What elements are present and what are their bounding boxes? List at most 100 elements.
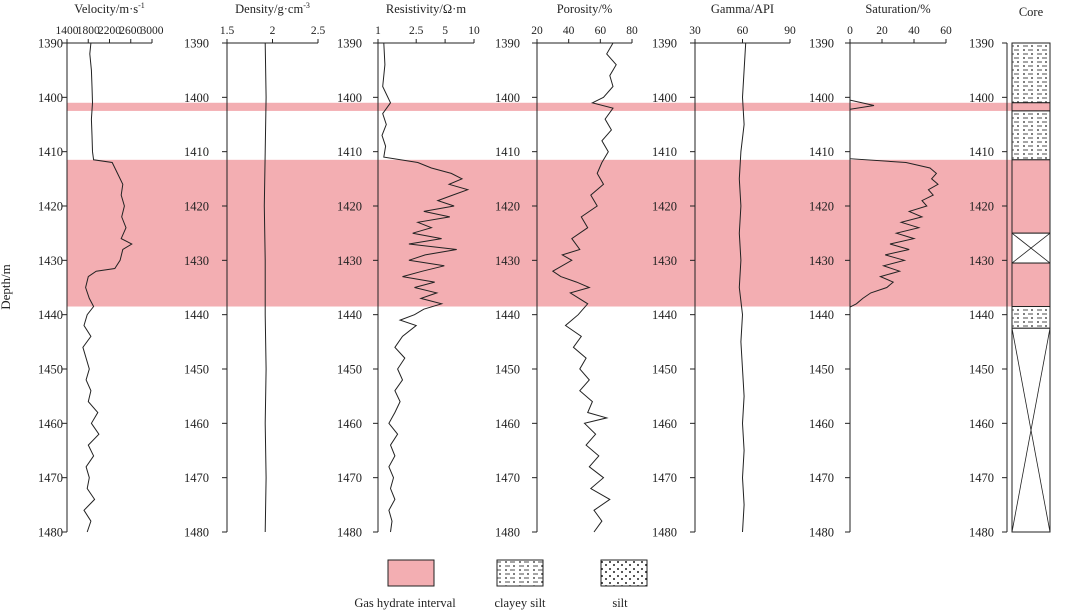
depth-tick-label: 1480 — [337, 526, 362, 540]
core-segment-clayey-silt — [1011, 306, 1051, 329]
core-segment-clayey-silt — [1011, 42, 1051, 104]
legend-swatch-clayey-silt — [496, 559, 544, 587]
x-tick-label: 20 — [876, 25, 888, 37]
log-curve-density — [263, 42, 267, 533]
core-segment-hydrate — [1011, 262, 1051, 308]
depth-tick-label: 1420 — [652, 200, 677, 214]
depth-tick-label: 1460 — [969, 417, 994, 431]
depth-tick-label: 1450 — [652, 363, 677, 377]
depth-tick-label: 1460 — [337, 417, 362, 431]
legend-label: silt — [612, 596, 628, 610]
depth-tick-label: 1410 — [652, 145, 677, 159]
depth-tick-label: 1430 — [184, 254, 209, 268]
depth-tick-label: 1410 — [337, 145, 362, 159]
legend: Gas hydrate interval clayey silt silt — [354, 559, 648, 610]
track-gamma: Gamma/API 30 60 90 1390 1400 1410 1420 1430 1440 1… — [652, 2, 796, 540]
depth-tick-label: 1410 — [184, 145, 209, 159]
track-title: Porosity/% — [557, 2, 613, 16]
depth-tick-label: 1390 — [969, 37, 994, 51]
track-title-superscript: -1 — [138, 1, 145, 10]
track-saturation: Saturation/% 0 20 40 60 1390 1400 1410 1420 1430 1… — [809, 2, 952, 540]
depth-tick-label: 1430 — [969, 254, 994, 268]
depth-tick-label: 1410 — [38, 145, 63, 159]
depth-tick-label: 1430 — [495, 254, 520, 268]
depth-tick-label: 1420 — [495, 200, 520, 214]
log-curve-saturation — [849, 43, 939, 308]
hydrate-band — [67, 159, 1047, 307]
depth-tick-label: 1450 — [809, 363, 834, 377]
depth-tick-label: 1430 — [809, 254, 834, 268]
depth-tick-label: 1400 — [652, 91, 677, 105]
depth-tick-label: 1400 — [809, 91, 834, 105]
depth-tick-label: 1480 — [652, 526, 677, 540]
x-tick-label: 2 — [270, 25, 276, 37]
core-no-recovery-cross — [1011, 232, 1051, 264]
depth-tick-label: 1470 — [337, 471, 362, 485]
x-tick-label: 40 — [908, 25, 920, 37]
track-title-superscript: -3 — [303, 1, 310, 10]
x-tick-label: 2200 — [98, 25, 121, 37]
x-tick-label: 30 — [689, 25, 701, 37]
core-title: Core — [1019, 5, 1044, 19]
x-tick-label: 2600 — [119, 25, 142, 37]
x-tick-label: 1400 — [56, 25, 79, 37]
depth-tick-label: 1470 — [184, 471, 209, 485]
depth-tick-label: 1420 — [969, 200, 994, 214]
depth-tick-label: 1430 — [38, 254, 63, 268]
x-tick-label: 2.5 — [409, 25, 424, 37]
depth-tick-label: 1440 — [809, 308, 834, 322]
y-axis-label: Depth/m — [0, 264, 13, 310]
core-column: Core 1390 1400 1410 1420 1430 1440 1450 1460 1470… — [969, 5, 1051, 540]
x-tick-label: 5 — [442, 25, 448, 37]
depth-tick-label: 1390 — [652, 37, 677, 51]
track-resistivity: Resistivity/Ω·m 1 2.5 5 10 1390 1400 1410 1420 14… — [337, 2, 480, 540]
depth-tick-label: 1390 — [495, 37, 520, 51]
x-tick-label: 1 — [375, 25, 381, 37]
depth-tick-label: 1450 — [38, 363, 63, 377]
legend-swatch-hydrate — [387, 559, 435, 587]
depth-tick-label: 1420 — [38, 200, 63, 214]
depth-tick-label: 1470 — [652, 471, 677, 485]
depth-tick-label: 1410 — [495, 145, 520, 159]
depth-tick-label: 1460 — [38, 417, 63, 431]
depth-tick-label: 1420 — [337, 200, 362, 214]
depth-tick-label: 1440 — [495, 308, 520, 322]
depth-tick-label: 1450 — [184, 363, 209, 377]
depth-tick-label: 1450 — [969, 363, 994, 377]
log-curve-gamma — [738, 42, 747, 533]
depth-tick-label: 1420 — [184, 200, 209, 214]
depth-tick-label: 1480 — [184, 526, 209, 540]
x-tick-label: 10 — [468, 25, 480, 37]
track-title: Velocity/m·s-1 — [74, 1, 145, 16]
depth-tick-label: 1430 — [337, 254, 362, 268]
depth-tick-label: 1400 — [38, 91, 63, 105]
depth-tick-label: 1480 — [38, 526, 63, 540]
depth-tick-label: 1400 — [969, 91, 994, 105]
core-segment-hydrate — [1011, 102, 1051, 112]
track-title: Saturation/% — [865, 2, 930, 16]
depth-tick-label: 1440 — [337, 308, 362, 322]
depth-tick-label: 1410 — [969, 145, 994, 159]
track-density: Density/g·cm-31.5 2 2.5 1390 1400 1410 1420 143… — [184, 1, 325, 540]
x-tick-label: 60 — [595, 25, 607, 37]
depth-tick-label: 1440 — [969, 308, 994, 322]
depth-tick-label: 1450 — [495, 363, 520, 377]
x-tick-label: 80 — [626, 25, 638, 37]
x-tick-label: 60 — [940, 25, 952, 37]
depth-tick-label: 1470 — [495, 471, 520, 485]
depth-tick-label: 1460 — [184, 417, 209, 431]
core-segment-clayey-silt — [1011, 110, 1051, 161]
depth-tick-label: 1470 — [809, 471, 834, 485]
x-tick-label: 1800 — [77, 25, 100, 37]
track-title: Resistivity/Ω·m — [386, 2, 466, 16]
depth-tick-label: 1390 — [38, 37, 63, 51]
depth-tick-label: 1470 — [38, 471, 63, 485]
hydrate-bands — [67, 102, 1047, 307]
depth-tick-label: 1390 — [809, 37, 834, 51]
depth-tick-label: 1400 — [495, 91, 520, 105]
depth-tick-label: 1460 — [495, 417, 520, 431]
depth-tick-label: 1460 — [652, 417, 677, 431]
depth-tick-label: 1440 — [38, 308, 63, 322]
depth-tick-label: 1420 — [809, 200, 834, 214]
